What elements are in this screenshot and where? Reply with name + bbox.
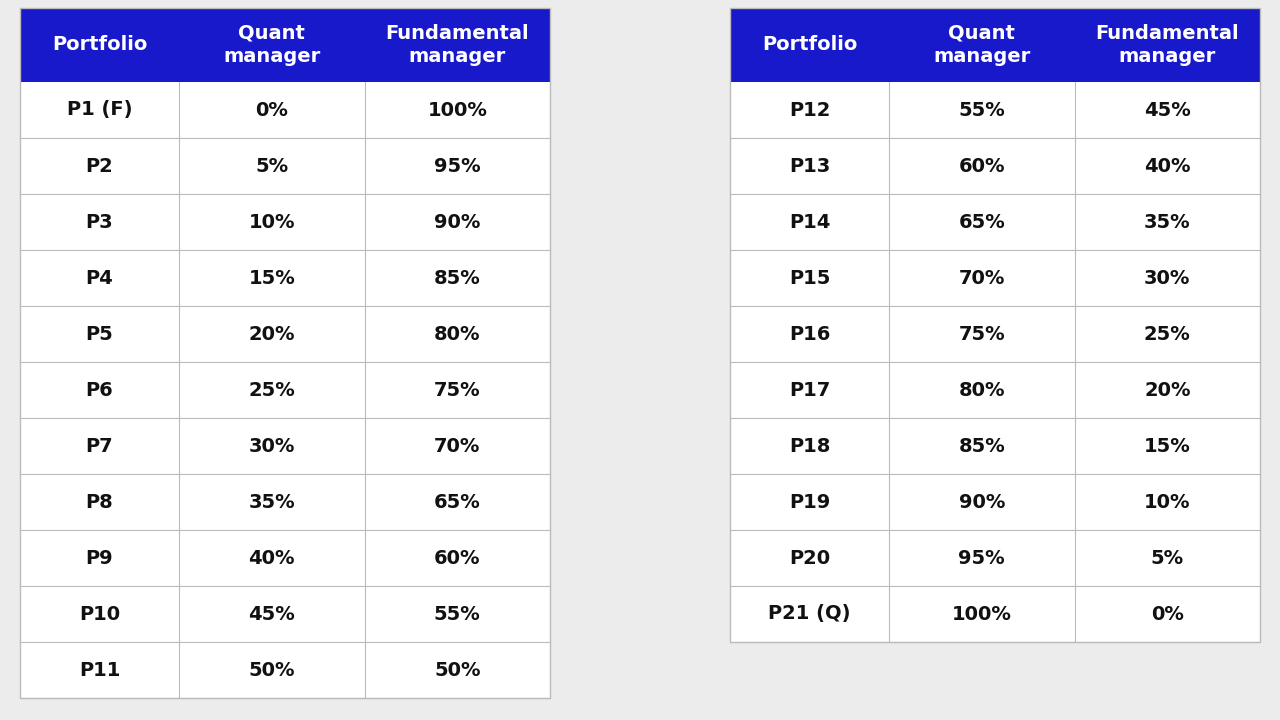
Bar [20,418,550,474]
Bar [730,8,1260,642]
Text: P11: P11 [79,660,120,680]
Text: 55%: 55% [434,605,480,624]
Text: 75%: 75% [959,325,1005,343]
Bar [20,8,550,698]
Bar [730,586,1260,642]
Text: 90%: 90% [434,212,480,232]
Text: 50%: 50% [248,660,294,680]
Text: P7: P7 [86,436,114,456]
Text: P13: P13 [788,156,831,176]
Text: 95%: 95% [959,549,1005,567]
Text: 20%: 20% [1144,380,1190,400]
Text: Portfolio: Portfolio [51,35,147,55]
Text: P16: P16 [788,325,831,343]
Text: 60%: 60% [434,549,480,567]
Text: 0%: 0% [255,101,288,120]
Text: P14: P14 [788,212,831,232]
Text: 85%: 85% [959,436,1005,456]
Text: 5%: 5% [1151,549,1184,567]
Text: P4: P4 [86,269,114,287]
Bar [20,474,550,530]
Text: P8: P8 [86,492,114,511]
Text: 70%: 70% [434,436,480,456]
Text: 90%: 90% [959,492,1005,511]
Text: P1 (F): P1 (F) [67,101,132,120]
Bar [20,306,550,362]
Text: 80%: 80% [434,325,480,343]
Bar [730,474,1260,530]
Text: 70%: 70% [959,269,1005,287]
Text: 25%: 25% [248,380,296,400]
Text: P10: P10 [79,605,120,624]
Text: P21 (Q): P21 (Q) [768,605,851,624]
Text: 65%: 65% [959,212,1005,232]
Bar [20,586,550,642]
Text: P20: P20 [788,549,829,567]
Bar [20,194,550,250]
Text: 20%: 20% [248,325,294,343]
Text: Quant
manager: Quant manager [933,24,1030,66]
Text: 30%: 30% [248,436,294,456]
Text: 0%: 0% [1151,605,1184,624]
Text: 65%: 65% [434,492,480,511]
Text: Quant
manager: Quant manager [223,24,320,66]
Text: 100%: 100% [952,605,1011,624]
Text: P15: P15 [788,269,831,287]
Bar [730,250,1260,306]
Text: 15%: 15% [1144,436,1190,456]
Text: P18: P18 [788,436,831,456]
Text: P6: P6 [86,380,114,400]
Text: 55%: 55% [959,101,1005,120]
Bar [20,8,550,82]
Bar [20,642,550,698]
Text: Fundamental
manager: Fundamental manager [385,24,529,66]
Text: P19: P19 [788,492,831,511]
Text: 5%: 5% [255,156,288,176]
Text: 60%: 60% [959,156,1005,176]
Text: P12: P12 [788,101,831,120]
Text: 40%: 40% [1144,156,1190,176]
Text: P3: P3 [86,212,114,232]
Text: 35%: 35% [1144,212,1190,232]
Bar [730,82,1260,138]
Text: 40%: 40% [248,549,294,567]
Text: 50%: 50% [434,660,480,680]
Text: P9: P9 [86,549,114,567]
Text: 45%: 45% [248,605,296,624]
Bar [20,82,550,138]
Text: 45%: 45% [1144,101,1190,120]
Text: 75%: 75% [434,380,480,400]
Text: 85%: 85% [434,269,480,287]
Bar [730,530,1260,586]
Text: P17: P17 [788,380,831,400]
Text: 15%: 15% [248,269,296,287]
Text: P5: P5 [86,325,114,343]
Text: 35%: 35% [248,492,296,511]
Bar [20,362,550,418]
Bar [730,362,1260,418]
Bar [730,418,1260,474]
Bar [730,306,1260,362]
Text: 95%: 95% [434,156,480,176]
Bar [20,138,550,194]
Text: 30%: 30% [1144,269,1190,287]
Text: 25%: 25% [1144,325,1190,343]
Bar [20,530,550,586]
Bar [730,194,1260,250]
Text: 10%: 10% [1144,492,1190,511]
Text: Fundamental
manager: Fundamental manager [1096,24,1239,66]
Text: Portfolio: Portfolio [762,35,858,55]
Bar [20,250,550,306]
Text: 10%: 10% [248,212,294,232]
Text: 100%: 100% [428,101,488,120]
Bar [730,138,1260,194]
Text: P2: P2 [86,156,114,176]
Text: 80%: 80% [959,380,1005,400]
Bar [730,8,1260,82]
